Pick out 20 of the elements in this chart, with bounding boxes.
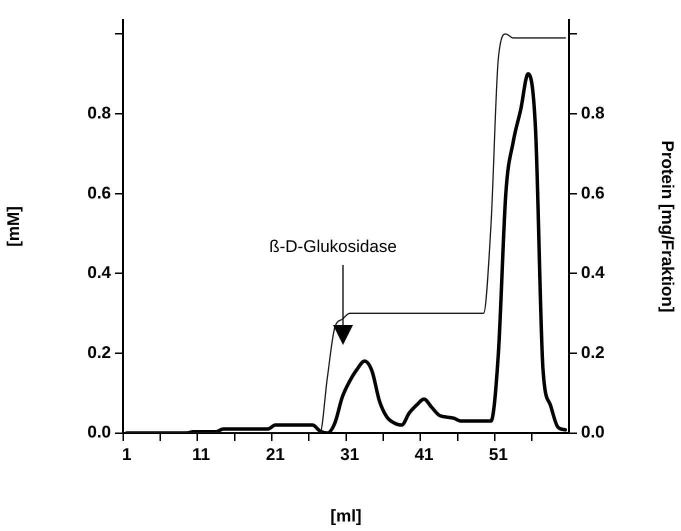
y-tick-label: 0.2: [87, 342, 111, 362]
y-tick-label: 0.0: [87, 422, 111, 442]
y2-tick-label: 0.6: [581, 183, 605, 202]
x-tick-label: 31: [340, 444, 360, 464]
y-tick-label: 0.6: [87, 183, 111, 202]
y2-tick-label: 0.2: [581, 342, 605, 362]
x-tick-label: 11: [192, 444, 210, 464]
annotation: ß-D-Glukosidase: [269, 237, 397, 256]
y2-tick-label: 0.8: [581, 103, 605, 122]
y2-tick-label: 0.0: [581, 422, 605, 442]
x-tick-label: 21: [266, 444, 285, 464]
x-axis-title: [ml]: [330, 506, 362, 526]
y2-axis-title: Protein [mg/Fraktion]: [658, 140, 678, 312]
x-tick-label: 41: [414, 444, 434, 464]
x-tick-label: 1: [122, 444, 132, 464]
y-tick-label: 0.8: [87, 103, 111, 122]
x-tick-label: 51: [488, 444, 508, 464]
y2-tick-label: 0.4: [581, 263, 606, 282]
y-axis-title: [mM]: [4, 206, 23, 247]
y-tick-label: 0.4: [87, 263, 112, 282]
